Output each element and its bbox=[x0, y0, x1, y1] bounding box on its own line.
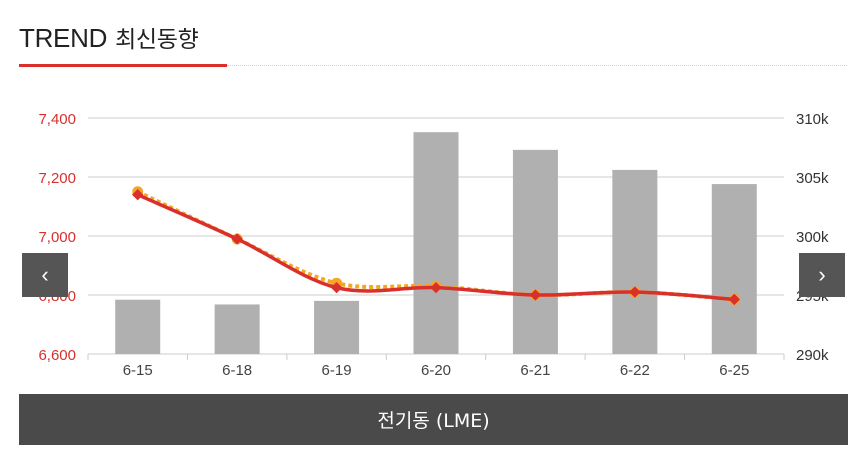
page-title: TREND 최신동향 bbox=[19, 20, 199, 54]
chevron-right-icon[interactable]: › bbox=[799, 253, 845, 297]
price-point bbox=[529, 289, 542, 301]
right-axis-tick-label: 300k bbox=[796, 229, 829, 246]
volume-bar bbox=[612, 169, 658, 354]
left-axis-tick-label: 7,000 bbox=[38, 229, 76, 246]
right-axis-tick-label: 305k bbox=[796, 170, 829, 187]
right-axis-tick-label: 310k bbox=[796, 111, 829, 128]
commodity-label: 전기동 (LME) bbox=[377, 410, 490, 432]
price-point bbox=[728, 293, 740, 306]
title-underline bbox=[19, 64, 227, 67]
volume-bar bbox=[314, 300, 360, 354]
title-korean: 최신동향 bbox=[115, 27, 199, 53]
x-axis-tick-label: 6-19 bbox=[322, 362, 352, 379]
volume-bar bbox=[214, 304, 260, 354]
x-axis-tick-label: 6-22 bbox=[620, 362, 650, 379]
left-axis-tick-label: 7,400 bbox=[38, 111, 76, 128]
right-axis-tick-label: 290k bbox=[796, 347, 829, 364]
price-point bbox=[330, 281, 343, 294]
x-axis-tick-label: 6-20 bbox=[421, 362, 451, 379]
volume-bar bbox=[711, 184, 757, 354]
price-point bbox=[629, 286, 641, 298]
volume-bar bbox=[512, 149, 558, 354]
commodity-label-bar[interactable]: 전기동 (LME) bbox=[19, 394, 848, 445]
chevron-left-icon[interactable]: ‹ bbox=[22, 253, 68, 297]
volume-bar bbox=[413, 132, 459, 354]
title-english: TREND bbox=[19, 23, 108, 53]
price-point bbox=[132, 189, 144, 201]
price-point bbox=[430, 281, 442, 294]
x-axis-tick-label: 6-18 bbox=[222, 362, 252, 379]
left-axis-tick-label: 7,200 bbox=[38, 170, 76, 187]
left-axis-tick-label: 6,600 bbox=[38, 347, 76, 364]
x-axis-tick-label: 6-15 bbox=[123, 362, 153, 379]
title-divider bbox=[227, 65, 847, 66]
volume-bar bbox=[115, 299, 161, 354]
price-point bbox=[231, 233, 243, 245]
x-axis-tick-label: 6-21 bbox=[520, 362, 550, 379]
x-axis-tick-label: 6-25 bbox=[719, 362, 749, 379]
trend-chart: 6,600290k6,800295k7,000300k7,200305k7,40… bbox=[38, 111, 829, 379]
